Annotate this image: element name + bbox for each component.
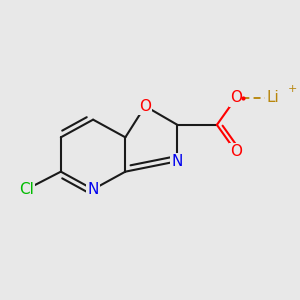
Text: Cl: Cl bbox=[19, 182, 34, 197]
Text: N: N bbox=[172, 154, 183, 169]
Text: +: + bbox=[288, 84, 298, 94]
Text: O: O bbox=[139, 99, 151, 114]
Text: Li: Li bbox=[266, 90, 279, 105]
Text: N: N bbox=[87, 182, 99, 197]
Text: O: O bbox=[230, 90, 242, 105]
Text: O: O bbox=[230, 144, 242, 159]
